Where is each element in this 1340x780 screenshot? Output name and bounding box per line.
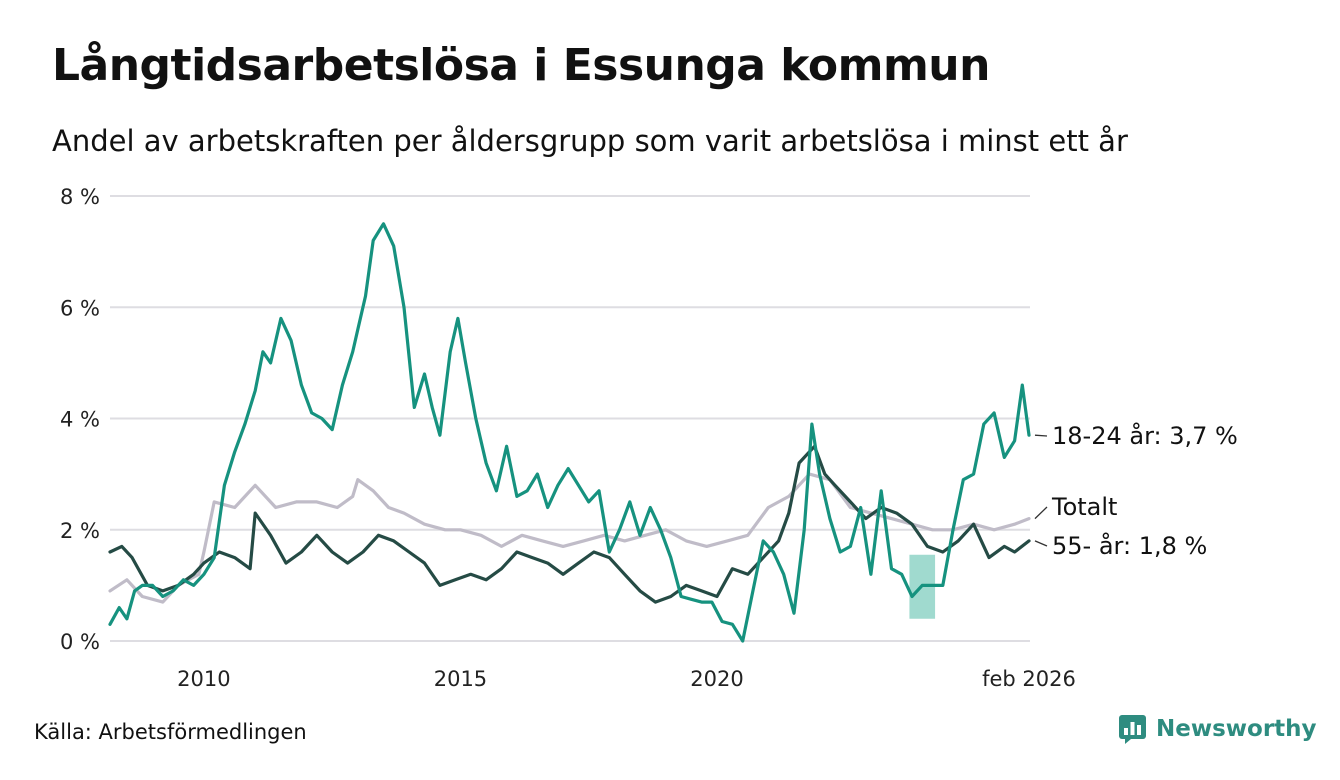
y-axis-ticks: 0 % 2 % 4 % 6 % 8 % bbox=[60, 185, 100, 654]
brand-logo: Newsworthy bbox=[1118, 714, 1317, 744]
x-tick-label: 2020 bbox=[690, 667, 743, 691]
line-chart: 0 % 2 % 4 % 6 % 8 % 2010 2015 2020 feb 2026 Tot… bbox=[60, 185, 1238, 691]
series-label: Totalt bbox=[1051, 493, 1117, 521]
series-labels: Totalt 55- år: 1,8 % 18-24 år: 3,7 % bbox=[1034, 421, 1238, 560]
x-axis-ticks: 2010 2015 2020 feb 2026 bbox=[177, 667, 1076, 691]
source-note: Källa: Arbetsförmedlingen bbox=[34, 720, 307, 744]
series-label: 55- år: 1,8 % bbox=[1052, 531, 1207, 560]
x-tick-label: 2015 bbox=[434, 667, 487, 691]
series-lines bbox=[108, 222, 1031, 643]
series-line bbox=[108, 222, 1031, 643]
label-leader bbox=[1034, 506, 1048, 520]
brand-name: Newsworthy bbox=[1156, 716, 1317, 742]
series-line bbox=[108, 472, 1031, 604]
label-leader bbox=[1034, 434, 1048, 437]
y-tick-label: 4 % bbox=[60, 408, 100, 432]
y-tick-label: 6 % bbox=[60, 296, 100, 320]
chart-title: Långtidsarbetslösa i Essunga kommun bbox=[52, 40, 990, 91]
y-tick-label: 0 % bbox=[60, 630, 100, 654]
x-tick-label: 2010 bbox=[177, 667, 230, 691]
newsworthy-logo-icon bbox=[1119, 715, 1146, 744]
y-tick-label: 2 % bbox=[60, 519, 100, 543]
x-tick-label: feb 2026 bbox=[982, 667, 1076, 691]
label-leader bbox=[1034, 540, 1048, 547]
series-line bbox=[108, 444, 1031, 604]
chart-subtitle: Andel av arbetskraften per åldersgrupp s… bbox=[52, 124, 1128, 158]
y-tick-label: 8 % bbox=[60, 185, 100, 209]
series-label: 18-24 år: 3,7 % bbox=[1052, 421, 1238, 450]
